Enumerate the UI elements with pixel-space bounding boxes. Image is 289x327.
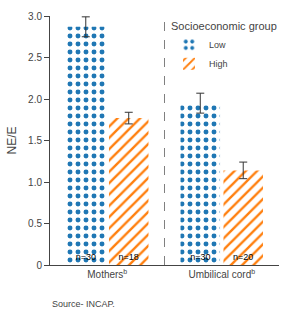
svg-text:2.5: 2.5: [28, 52, 42, 63]
svg-text:0: 0: [36, 260, 42, 271]
svg-text:Mothers​b​: Mothers​b​: [87, 268, 127, 280]
svg-text:n=30: n=30: [190, 252, 210, 262]
svg-text:NE/E: NE/E: [5, 126, 19, 154]
svg-text:High: High: [209, 59, 228, 69]
svg-text:1.5: 1.5: [28, 135, 42, 146]
svg-text:n=30: n=30: [76, 252, 96, 262]
svg-text:Socioeconomic group: Socioeconomic group: [171, 20, 277, 32]
svg-text:1.0: 1.0: [28, 177, 42, 188]
svg-text:2.0: 2.0: [28, 94, 42, 105]
svg-text:Source- INCAP.: Source- INCAP.: [52, 299, 115, 309]
svg-text:3.0: 3.0: [28, 11, 42, 22]
svg-text:n=18: n=18: [119, 252, 139, 262]
svg-text:Low: Low: [209, 40, 226, 50]
svg-text:Umbilical cord​b​: Umbilical cord​b​: [188, 268, 255, 280]
svg-text:0.5: 0.5: [28, 218, 42, 229]
svg-text:n=20: n=20: [233, 252, 253, 262]
